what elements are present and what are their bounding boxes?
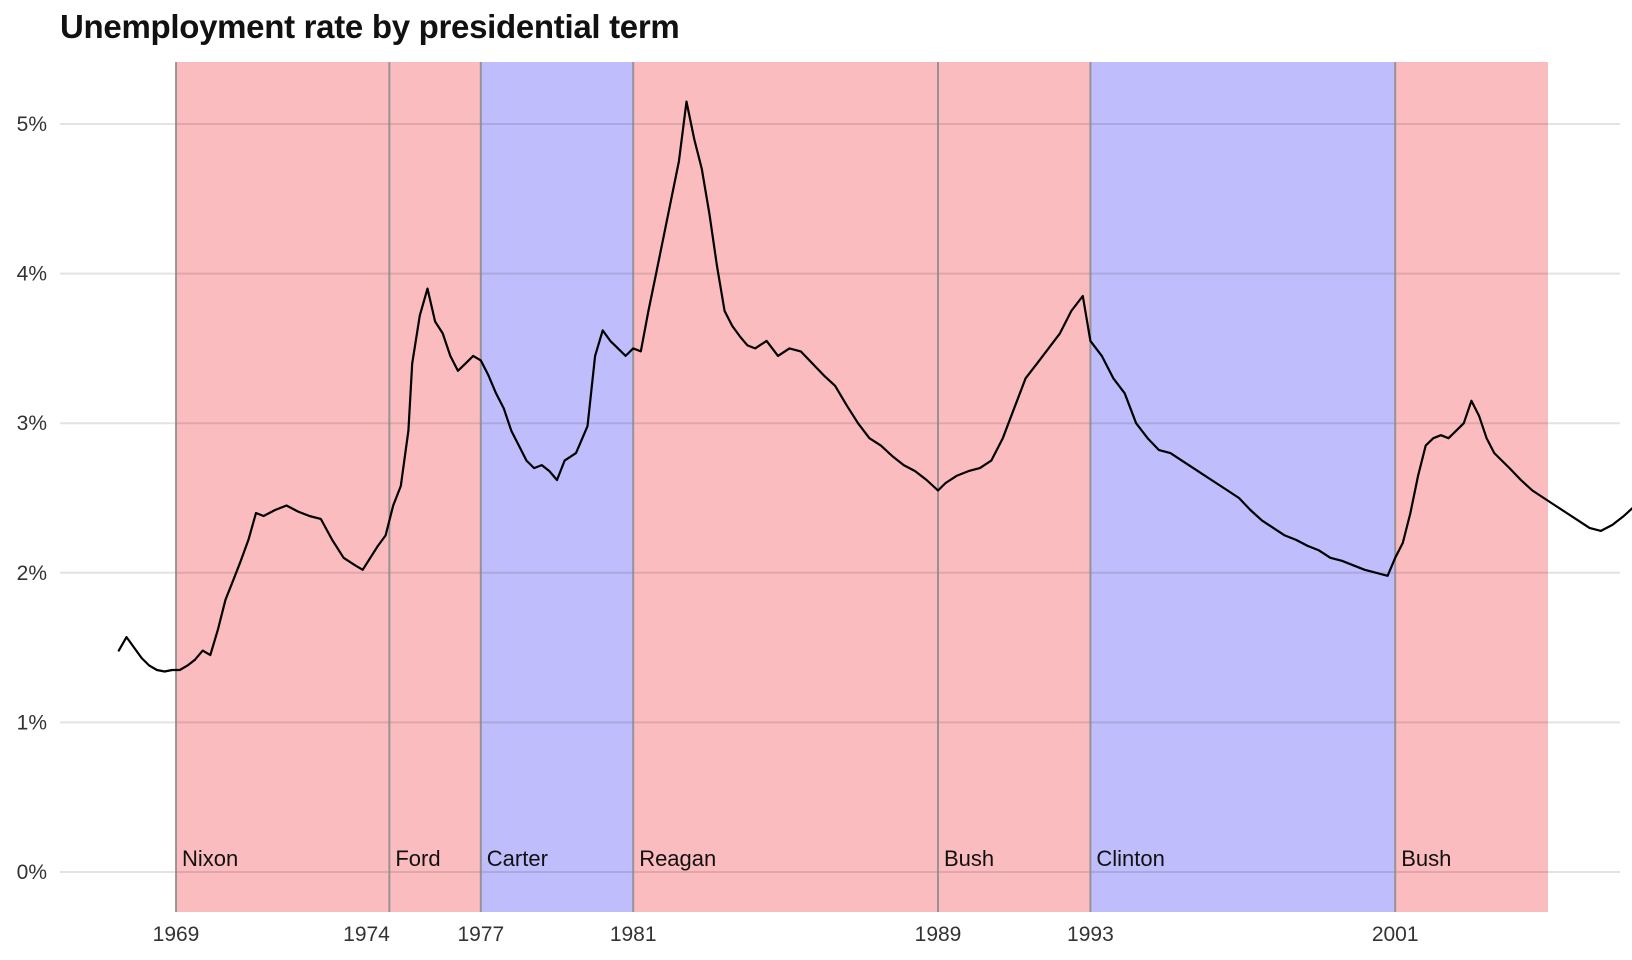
x-tick-label-1974: 1974 [343, 923, 390, 946]
term-band-bush-6 [1395, 62, 1548, 912]
chart-title: Unemployment rate by presidential term [60, 8, 680, 45]
term-band-nixon-0 [176, 62, 390, 912]
x-tick-label-1977: 1977 [457, 923, 504, 946]
y-tick-label-2: 2% [17, 562, 47, 585]
term-label-bush-4: Bush [944, 846, 994, 871]
term-band-reagan-3 [633, 62, 938, 912]
y-tick-label-3: 3% [17, 412, 47, 435]
term-label-bush-6: Bush [1401, 846, 1451, 871]
term-label-ford-1: Ford [395, 846, 440, 871]
term-label-clinton-5: Clinton [1096, 846, 1164, 871]
term-labels: NixonFordCarterReaganBushClintonBushObam… [182, 846, 1451, 871]
series-line-group [117, 100, 1632, 673]
y-tick-label-0: 0% [17, 861, 47, 884]
y-tick-label-4: 4% [17, 263, 47, 286]
x-tick-label-1989: 1989 [915, 923, 962, 946]
term-band-carter-2 [480, 62, 634, 912]
term-boundaries [175, 62, 1397, 912]
x-tick-label-1969: 1969 [153, 923, 200, 946]
y-tick-label-5: 5% [17, 113, 47, 136]
term-label-nixon-0: Nixon [182, 846, 238, 871]
term-band-bush-4 [938, 62, 1091, 912]
term-band-clinton-5 [1090, 62, 1396, 912]
term-label-reagan-3: Reagan [639, 846, 716, 871]
x-tick-label-1981: 1981 [610, 923, 657, 946]
x-axis: 19691974197719811989199320012009 [153, 923, 1419, 946]
x-tick-label-1993: 1993 [1067, 923, 1114, 946]
term-bands [176, 62, 1548, 912]
y-tick-label-1: 1% [17, 711, 47, 734]
x-tick-label-2001: 2001 [1372, 923, 1419, 946]
term-label-carter-2: Carter [487, 846, 548, 871]
gridlines [60, 123, 1620, 873]
y-axis: 0% 1% 2% 3% 4% 5% [17, 113, 47, 884]
series-line-0 [117, 100, 1632, 673]
term-band-ford-1 [389, 62, 481, 912]
